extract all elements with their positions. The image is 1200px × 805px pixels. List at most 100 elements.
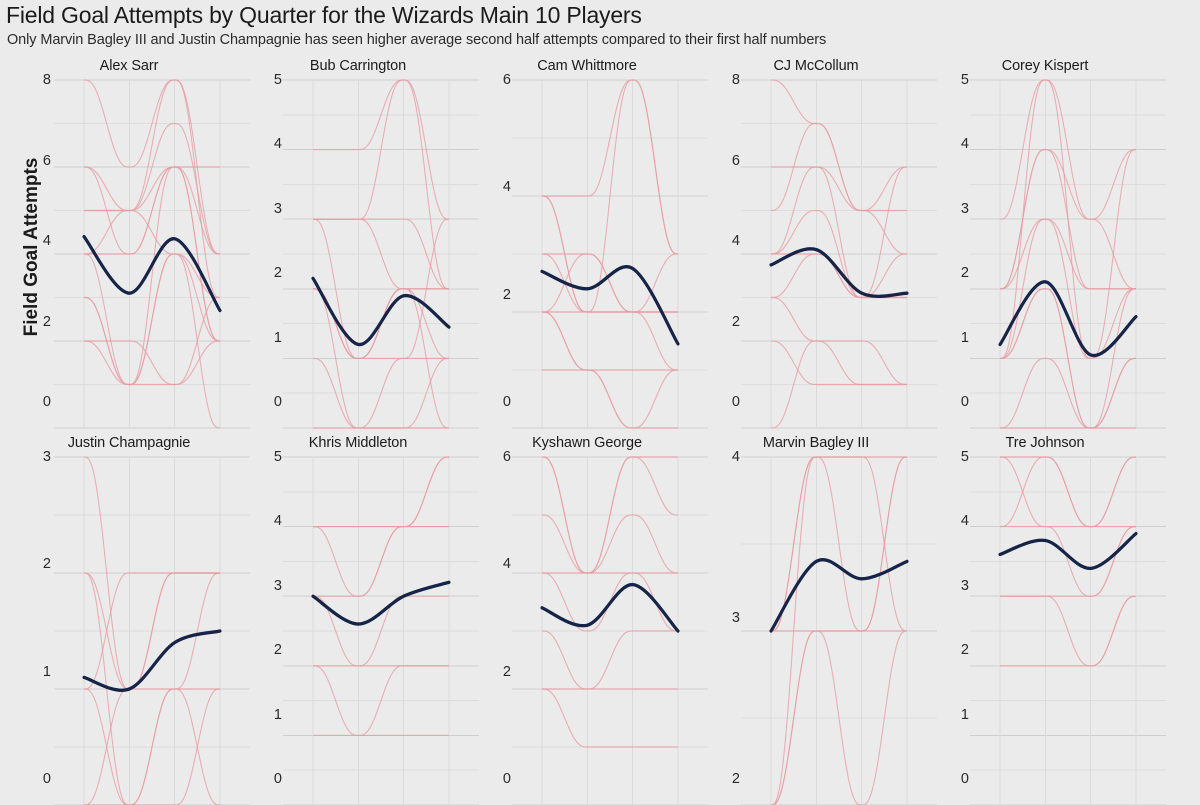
- y-tick-label: 6: [42, 152, 51, 169]
- y-tick-label: 2: [273, 642, 282, 659]
- page-subtitle: Only Marvin Bagley III and Justin Champa…: [7, 32, 827, 48]
- facet-svg: [283, 456, 479, 805]
- game-line: [999, 79, 1137, 359]
- y-tick-label: 4: [960, 513, 969, 530]
- facet-panel: Marvin Bagley III 2 3 4: [695, 435, 937, 805]
- facet-title: Justin Champagnie: [67, 435, 191, 451]
- facet-panel: Khris Middleton 0 1 2 3 4 5: [237, 435, 479, 805]
- facet-title: Cam Whittmore: [537, 58, 637, 74]
- y-tick-label: 3: [273, 200, 282, 217]
- y-tick-label: 4: [731, 449, 740, 465]
- facet-plot-area: 0 1 2 3 4 5: [237, 449, 479, 805]
- y-tick-label: 0: [960, 394, 969, 410]
- facet-svg: [54, 79, 250, 429]
- game-line: [999, 79, 1137, 220]
- facet-plot-area: 0 2 4 6: [466, 449, 708, 805]
- game-line: [770, 296, 908, 386]
- game-line: [999, 218, 1136, 290]
- game-line: [541, 311, 678, 371]
- y-tick-label: 2: [502, 663, 511, 680]
- y-tick-label: 5: [960, 449, 969, 465]
- average-line: [998, 531, 1138, 571]
- facet-svg: [741, 79, 937, 429]
- facet-plot-area: 0 1 2 3: [8, 449, 250, 805]
- y-tick-label: 6: [502, 72, 511, 88]
- facet-title: Khris Middleton: [308, 435, 408, 451]
- game-line: [83, 166, 221, 342]
- facet-svg: [512, 456, 708, 805]
- facet-title: Alex Sarr: [99, 58, 159, 74]
- y-tick-label: 4: [731, 233, 740, 249]
- facet-panel: Justin Champagnie 0 1 2 3: [8, 435, 250, 805]
- facet-panel: Alex Sarr 0 2 4 6 8: [8, 58, 250, 429]
- y-tick-label: 6: [502, 449, 511, 465]
- facet-title: Bub Carrington: [309, 58, 407, 74]
- page-title: Field Goal Attempts by Quarter for the W…: [6, 2, 642, 28]
- y-tick-label: 1: [273, 329, 282, 346]
- facet-panel: Cam Whittmore 0 2 4 6: [466, 58, 708, 429]
- facet-title: Marvin Bagley III: [762, 435, 870, 451]
- y-tick-label: 4: [502, 179, 511, 196]
- game-line: [312, 218, 450, 429]
- facet-svg: [741, 456, 937, 805]
- y-tick-label: 2: [42, 556, 51, 573]
- y-tick-label: 0: [502, 771, 511, 787]
- y-tick-label: 5: [273, 72, 282, 88]
- y-tick-label: 3: [960, 577, 969, 594]
- game-line: [999, 357, 1137, 429]
- game-line: [999, 456, 1136, 528]
- average-line: [311, 580, 451, 626]
- y-tick-label: 2: [960, 642, 969, 659]
- y-tick-label: 0: [960, 771, 969, 787]
- y-tick-label: 8: [42, 72, 51, 88]
- game-line: [770, 253, 907, 299]
- facet-svg: [512, 79, 708, 429]
- y-tick-label: 0: [731, 394, 740, 410]
- y-tick-label: 4: [960, 136, 969, 153]
- y-tick-label: 0: [273, 394, 282, 410]
- facet-plot-area: 0 2 4 6: [466, 72, 708, 429]
- game-line: [999, 218, 1137, 359]
- average-line: [769, 557, 909, 633]
- facet-title: Tre Johnson: [1005, 435, 1085, 451]
- facet-panel: Tre Johnson 0 1 2 3 4 5: [924, 435, 1166, 805]
- game-line: [541, 369, 678, 429]
- y-tick-label: 0: [273, 771, 282, 787]
- y-tick-label: 2: [731, 771, 740, 787]
- y-tick-label: 0: [502, 394, 511, 410]
- game-line: [83, 296, 221, 386]
- y-tick-label: 4: [42, 233, 51, 249]
- y-tick-label: 3: [42, 449, 51, 465]
- game-line: [770, 340, 907, 429]
- game-line: [770, 166, 908, 299]
- facet-svg: [970, 79, 1166, 429]
- game-line: [313, 526, 449, 597]
- facet-svg: [283, 79, 479, 429]
- y-tick-label: 1: [273, 706, 282, 723]
- facet-grid: Alex Sarr 0 2 4 6 8 Bub Carrington 0 1 2 3 4 5 Cam Wh…: [0, 58, 1200, 805]
- facet-panel: Corey Kispert 0 1 2 3 4 5: [924, 58, 1166, 429]
- y-tick-label: 3: [960, 200, 969, 217]
- game-line: [770, 166, 908, 299]
- average-line: [540, 265, 680, 346]
- game-line: [313, 79, 450, 290]
- average-line: [82, 234, 222, 313]
- facet-plot-area: 0 1 2 3 4 5: [924, 449, 1166, 805]
- game-line: [541, 79, 679, 255]
- facet-title: Corey Kispert: [1001, 58, 1089, 74]
- y-tick-label: 3: [273, 577, 282, 594]
- y-tick-label: 1: [960, 706, 969, 723]
- facet-title: Kyshawn George: [532, 435, 642, 451]
- facet-panel: CJ McCollum 0 2 4 6 8: [695, 58, 937, 429]
- average-line: [769, 247, 909, 299]
- facet-plot-area: 0 1 2 3 4 5: [924, 72, 1166, 429]
- y-tick-label: 2: [502, 286, 511, 303]
- facet-plot-area: 0 2 4 6 8: [8, 72, 250, 429]
- y-tick-label: 5: [273, 449, 282, 465]
- game-line: [541, 514, 679, 574]
- y-tick-label: 4: [273, 136, 282, 153]
- game-line: [83, 209, 221, 299]
- average-line: [311, 276, 451, 347]
- y-tick-label: 1: [960, 329, 969, 346]
